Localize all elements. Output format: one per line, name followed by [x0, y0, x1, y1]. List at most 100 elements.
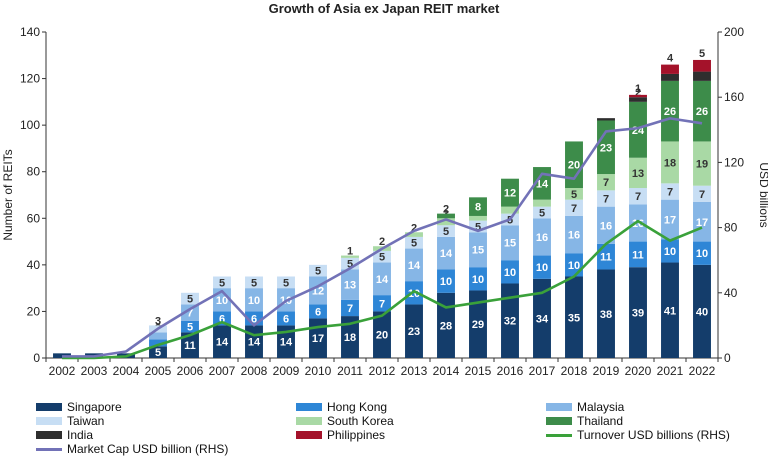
bar-south-korea: [405, 232, 423, 237]
bar-taiwan: [629, 188, 647, 205]
x-tick-label: 2018: [561, 364, 588, 378]
bar-label: 17: [696, 217, 708, 229]
bar-malaysia: [661, 199, 679, 240]
bar-singapore: [373, 311, 391, 358]
bar-india: [661, 73, 679, 81]
bar-singapore: [213, 325, 231, 358]
bar-label: 11: [632, 249, 644, 261]
y2-axis-title: USD billions: [757, 162, 768, 227]
bar-hong-kong: [661, 239, 679, 263]
bar-label: 34: [536, 313, 549, 325]
bar-south-korea: [501, 206, 519, 214]
left-tick-label: 80: [27, 165, 41, 179]
left-tick-label: 140: [20, 25, 40, 39]
bar-label: 5: [347, 259, 353, 271]
bar-singapore: [565, 276, 583, 358]
bar-philippines: [629, 94, 647, 98]
legend-item: Market Cap USD billion (RHS): [36, 442, 228, 456]
legend-label: Turnover USD billions (RHS): [577, 428, 730, 442]
bar-label: 5: [699, 48, 705, 60]
bar-label: 7: [603, 177, 609, 189]
bar-label: 12: [504, 188, 516, 200]
bar-hong-kong: [373, 295, 391, 312]
x-tick-label: 2005: [145, 364, 172, 378]
bar-label: 7: [603, 193, 609, 205]
bar-label: 17: [312, 333, 324, 345]
bar-hong-kong: [309, 304, 327, 319]
bar-label: 10: [408, 288, 420, 300]
legend-item: Taiwan: [36, 414, 104, 428]
bar-thailand: [597, 120, 615, 175]
bar-south-korea: [661, 141, 679, 184]
bar-malaysia: [181, 304, 199, 321]
bar-label: 7: [347, 303, 353, 315]
bar-singapore: [181, 332, 199, 358]
bar-label: 10: [664, 246, 676, 258]
bar-south-korea: [437, 218, 455, 226]
legend-item: Malaysia: [546, 400, 624, 414]
x-tick-label: 2017: [529, 364, 556, 378]
bar-label: 10: [472, 274, 484, 286]
left-tick-label: 60: [27, 211, 41, 225]
bar-taiwan: [661, 183, 679, 200]
bar-label: 13: [344, 280, 356, 292]
bar-hong-kong: [149, 339, 167, 347]
bar-label: 5: [539, 207, 545, 219]
bar-label: 11: [600, 252, 612, 264]
bar-taiwan: [181, 292, 199, 305]
bar-thailand: [501, 178, 519, 207]
bar-malaysia: [565, 215, 583, 254]
bar-label: 26: [696, 106, 708, 118]
bar-south-korea: [533, 199, 551, 207]
bar-malaysia: [469, 232, 487, 268]
bar-label: 5: [379, 252, 385, 264]
bar-taiwan: [565, 199, 583, 216]
legend-label: India: [67, 428, 94, 442]
bar-label: 5: [315, 266, 321, 278]
bar-label: 10: [248, 295, 260, 307]
bar-singapore: [437, 292, 455, 358]
x-tick-label: 2008: [241, 364, 268, 378]
bar-label: 14: [376, 274, 389, 286]
bar-south-korea: [469, 215, 487, 221]
bar-label: 16: [536, 232, 548, 244]
bar-india: [693, 71, 711, 81]
bar-label: 2: [443, 204, 449, 216]
bar-philippines: [661, 64, 679, 74]
bar-singapore: [501, 283, 519, 358]
legend-swatch: [546, 417, 572, 425]
bar-singapore: [693, 264, 711, 358]
bar-malaysia: [693, 201, 711, 242]
x-tick-label: 2010: [305, 364, 332, 378]
left-tick-label: 120: [20, 72, 40, 86]
bar-thailand: [565, 141, 583, 189]
bar-label: 10: [216, 295, 228, 307]
bar-singapore: [661, 262, 679, 358]
legend-label: Singapore: [67, 400, 122, 414]
x-tick-label: 2022: [689, 364, 716, 378]
bar-label: 5: [571, 189, 577, 201]
bar-hong-kong: [501, 260, 519, 284]
bar-label: 20: [568, 160, 580, 172]
bar-label: 5: [411, 238, 417, 250]
bar-philippines: [693, 59, 711, 72]
bar-hong-kong: [469, 267, 487, 291]
bar-taiwan: [341, 257, 359, 270]
bar-label: 13: [632, 168, 644, 180]
x-tick-label: 2004: [113, 364, 140, 378]
legend-swatch: [36, 447, 62, 451]
bar-taiwan: [597, 190, 615, 207]
bar-label: 14: [408, 260, 421, 272]
x-tick-label: 2007: [209, 364, 236, 378]
legend-item: Singapore: [36, 400, 122, 414]
x-tick-label: 2019: [593, 364, 620, 378]
legend-item: Hong Kong: [296, 400, 387, 414]
bar-label: 7: [571, 203, 577, 215]
bar-thailand: [693, 80, 711, 142]
legend-label: South Korea: [327, 414, 394, 428]
bar-label: 1: [635, 83, 641, 95]
legend-item: Thailand: [546, 414, 623, 428]
bar-label: 7: [667, 187, 673, 199]
bar-malaysia: [437, 236, 455, 270]
bar-label: 7: [699, 189, 705, 201]
